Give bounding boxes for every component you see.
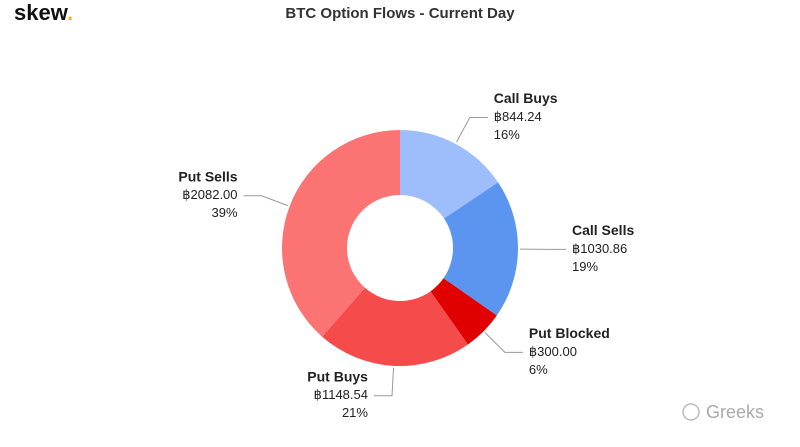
percent-label: 39%: [211, 205, 237, 220]
value-label: ฿1030.86: [572, 241, 627, 256]
watermark-icon: [682, 403, 700, 421]
chart-title: BTC Option Flows - Current Day: [285, 5, 515, 22]
value-label: ฿2082.00: [182, 187, 237, 202]
watermark: Greeks: [706, 402, 764, 422]
percent-label: 21%: [342, 405, 368, 420]
value-label: ฿844.24: [494, 109, 542, 124]
leader-line: [243, 195, 288, 207]
slice-label: Call Buys: [494, 90, 558, 106]
slice: [281, 130, 400, 337]
leader-line: [456, 116, 488, 143]
percent-label: 19%: [572, 259, 598, 274]
slice-label: Put Buys: [307, 368, 368, 384]
slice-label: Put Sells: [178, 168, 237, 184]
slice: [400, 130, 499, 219]
percent-label: 16%: [494, 127, 520, 142]
slice: [443, 182, 519, 316]
logo-text: skew: [14, 0, 69, 25]
percent-label: 6%: [529, 362, 548, 377]
value-label: ฿1148.54: [314, 387, 368, 402]
slice-label: Put Blocked: [529, 325, 610, 341]
logo: skew.: [14, 0, 73, 25]
slice: [322, 287, 468, 366]
slice-label: Call Sells: [572, 222, 634, 238]
logo-dot: .: [67, 0, 73, 25]
value-label: ฿300.00: [529, 344, 577, 359]
leader-line: [373, 367, 395, 397]
slice: [430, 278, 497, 345]
leader-line: [484, 332, 523, 353]
